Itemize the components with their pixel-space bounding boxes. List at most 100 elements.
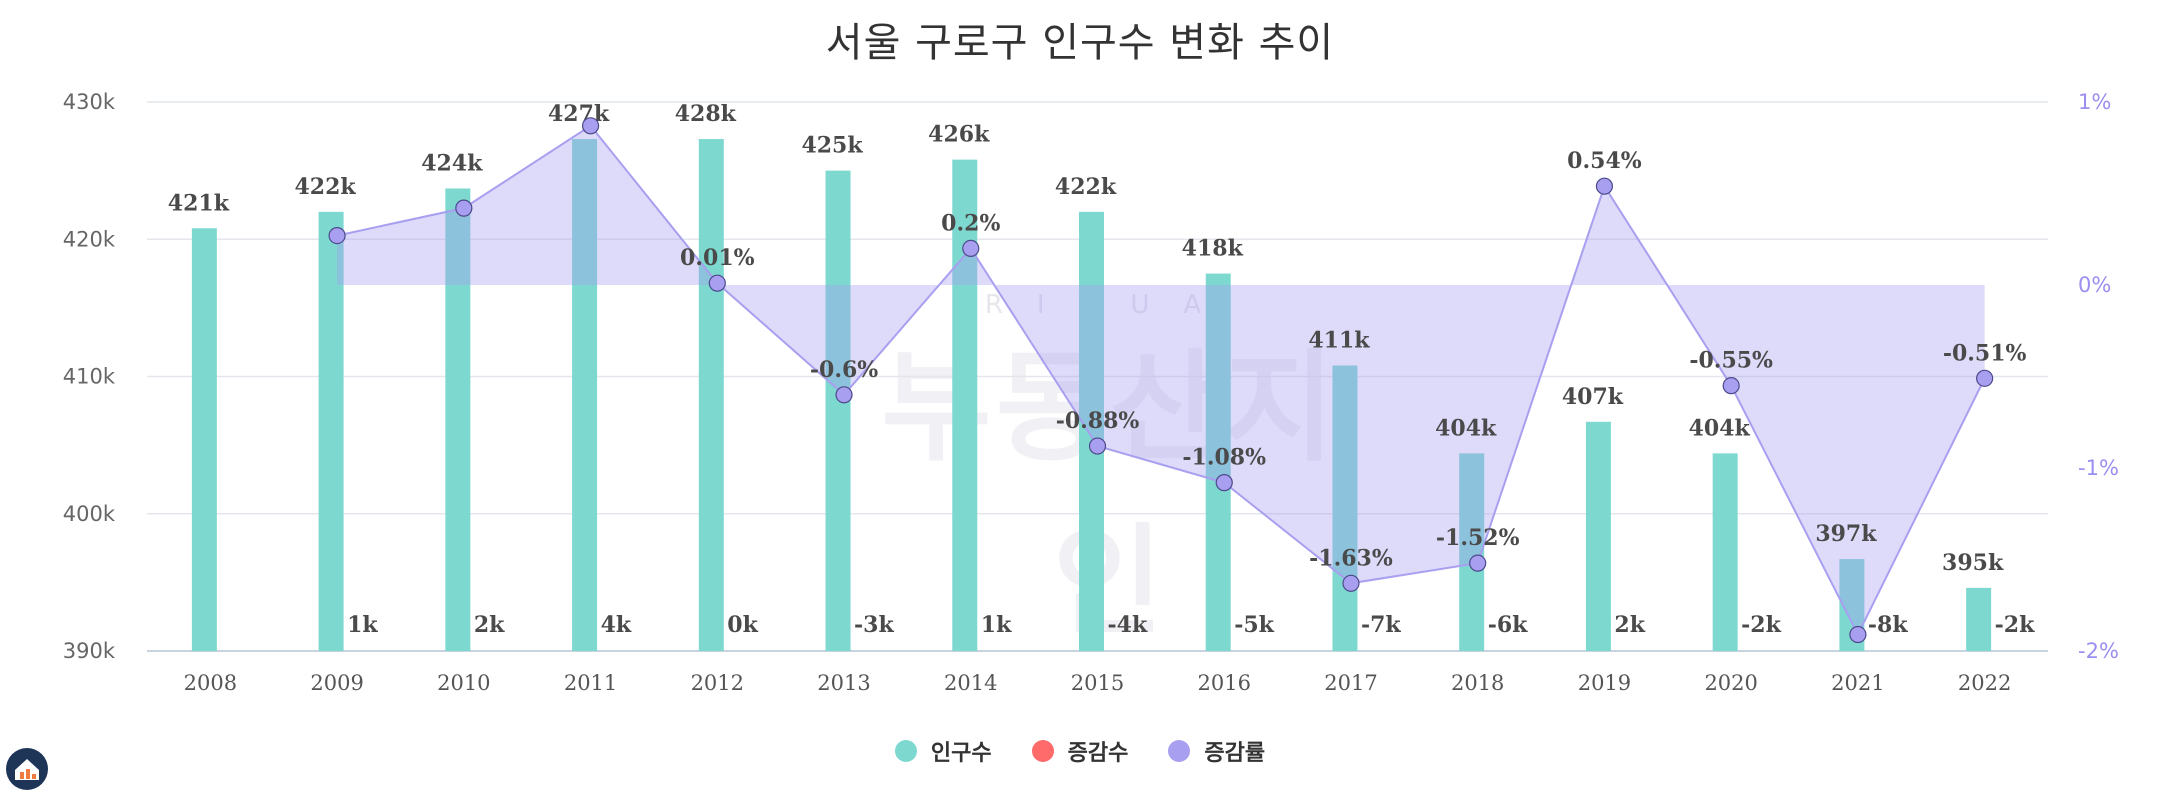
population-label: 404k — [1435, 415, 1497, 441]
population-label: 421k — [168, 190, 230, 216]
population-label: 404k — [1689, 415, 1751, 441]
population-label: 422k — [1055, 174, 1117, 200]
x-axis-tick-label: 2008 — [184, 671, 237, 695]
right-axis-tick-label: -2% — [2078, 639, 2119, 663]
x-axis-tick-label: 2017 — [1324, 671, 1377, 695]
legend-label-change-rate: 증감률 — [1204, 741, 1266, 766]
population-label: 422k — [295, 174, 357, 200]
legend-item-change-rate[interactable]: 증감률 — [1168, 735, 1265, 767]
population-bar — [445, 188, 471, 651]
change-rate-label: -1.08% — [1182, 445, 1266, 471]
change-count-label: 2k — [1614, 612, 1645, 638]
x-axis-tick-label: 2011 — [564, 671, 617, 695]
x-axis-tick-label: 2015 — [1071, 671, 1124, 695]
left-axis-tick-label: 410k — [63, 365, 116, 389]
left-axis-tick-label: 430k — [63, 90, 116, 114]
right-axis-tick-label: 0% — [2078, 273, 2111, 297]
population-label: 427k — [548, 101, 610, 127]
x-axis-tick-label: 2009 — [310, 671, 363, 695]
legend-label-population: 인구수 — [930, 741, 992, 766]
change-rate-point — [1595, 177, 1614, 195]
population-bar — [825, 170, 851, 651]
change-count-label: -5k — [1234, 612, 1274, 638]
change-rate-point — [1469, 554, 1487, 572]
right-axis-tick-label: 1% — [2078, 90, 2111, 114]
population-bar — [1332, 365, 1358, 651]
population-bar — [1966, 587, 1992, 651]
legend-swatch-population — [894, 740, 917, 762]
population-bar — [698, 139, 724, 651]
change-rate-point — [1722, 377, 1740, 395]
chart-legend: 인구수 증감수 증감률 — [0, 735, 2160, 767]
population-bar — [191, 228, 217, 651]
change-count-label: -6k — [1488, 612, 1528, 638]
x-axis-tick-label: 2010 — [437, 671, 490, 695]
chart-title: 서울 구로구 인구수 변화 추이 — [825, 20, 1335, 66]
change-rate-label: -1.52% — [1436, 525, 1520, 551]
change-count-label: 4k — [601, 612, 632, 638]
x-axis-tick-label: 2019 — [1578, 671, 1631, 695]
change-rate-line — [336, 124, 1986, 637]
change-rate-point — [1088, 437, 1107, 455]
population-label: 424k — [421, 150, 483, 176]
change-rate-point — [1342, 574, 1360, 592]
change-rate-label: 0.2% — [941, 210, 1000, 236]
change-count-label: -2k — [1741, 612, 1781, 638]
change-count-label: -8k — [1868, 612, 1908, 638]
left-axis-tick-label: 420k — [63, 227, 116, 251]
change-rate-point — [1215, 474, 1233, 492]
population-bar — [1585, 421, 1611, 651]
change-rate-label: 0.01% — [680, 245, 755, 271]
legend-item-population[interactable]: 인구수 — [894, 735, 992, 767]
population-label: 411k — [1308, 328, 1370, 354]
population-bar — [1712, 453, 1738, 651]
x-axis-tick-label: 2016 — [1198, 671, 1251, 695]
left-axis-tick-label: 400k — [63, 502, 116, 526]
home-chart-logo-icon[interactable] — [6, 748, 48, 790]
left-axis-tick-label: 390k — [63, 639, 116, 663]
change-count-label: -4k — [1108, 612, 1148, 638]
change-rate-point — [835, 386, 853, 404]
change-rate-label: -1.63% — [1309, 545, 1393, 571]
population-label: 426k — [928, 122, 990, 148]
legend-swatch-change-count — [1031, 740, 1054, 762]
legend-item-change-count[interactable]: 증감수 — [1031, 735, 1129, 767]
x-axis-tick-label: 2013 — [817, 671, 870, 695]
x-axis-tick-label: 2018 — [1451, 671, 1504, 695]
change-rate-label: -0.51% — [1943, 340, 2027, 366]
change-rate-label: 0.54% — [1567, 148, 1642, 174]
change-rate-point — [1976, 369, 1994, 387]
x-axis-tick-label: 2021 — [1831, 671, 1884, 695]
population-bar — [1459, 453, 1485, 651]
change-count-label: -2k — [1995, 612, 2035, 638]
legend-label-change-count: 증감수 — [1067, 741, 1129, 766]
change-rate-point — [455, 199, 473, 217]
change-rate-label: -0.88% — [1056, 408, 1140, 434]
population-label: 397k — [1815, 521, 1877, 547]
change-rate-area — [337, 125, 1985, 635]
population-label: 407k — [1562, 384, 1624, 410]
change-rate-point — [328, 226, 346, 245]
right-axis-tick-label: -1% — [2078, 456, 2119, 480]
x-axis-tick-label: 2022 — [1958, 671, 2011, 695]
change-count-label: -7k — [1361, 612, 1401, 638]
population-label: 395k — [1942, 550, 2004, 576]
population-bar — [318, 211, 344, 652]
x-axis-tick-label: 2020 — [1704, 671, 1757, 695]
change-rate-point — [962, 239, 980, 257]
change-count-label: 1k — [347, 612, 378, 638]
population-bar — [1205, 273, 1231, 651]
change-rate-label: -0.55% — [1689, 348, 1773, 374]
change-rate-label: -0.6% — [810, 357, 878, 383]
change-count-label: 1k — [981, 612, 1012, 638]
change-rate-point — [1849, 625, 1867, 644]
change-count-label: -3k — [854, 612, 894, 638]
change-rate-point — [581, 117, 600, 135]
population-bar — [1079, 211, 1104, 652]
x-axis-tick-label: 2012 — [691, 671, 744, 695]
population-label: 428k — [675, 101, 737, 127]
population-label: 425k — [801, 133, 863, 159]
x-axis-tick-label: 2014 — [944, 671, 997, 695]
